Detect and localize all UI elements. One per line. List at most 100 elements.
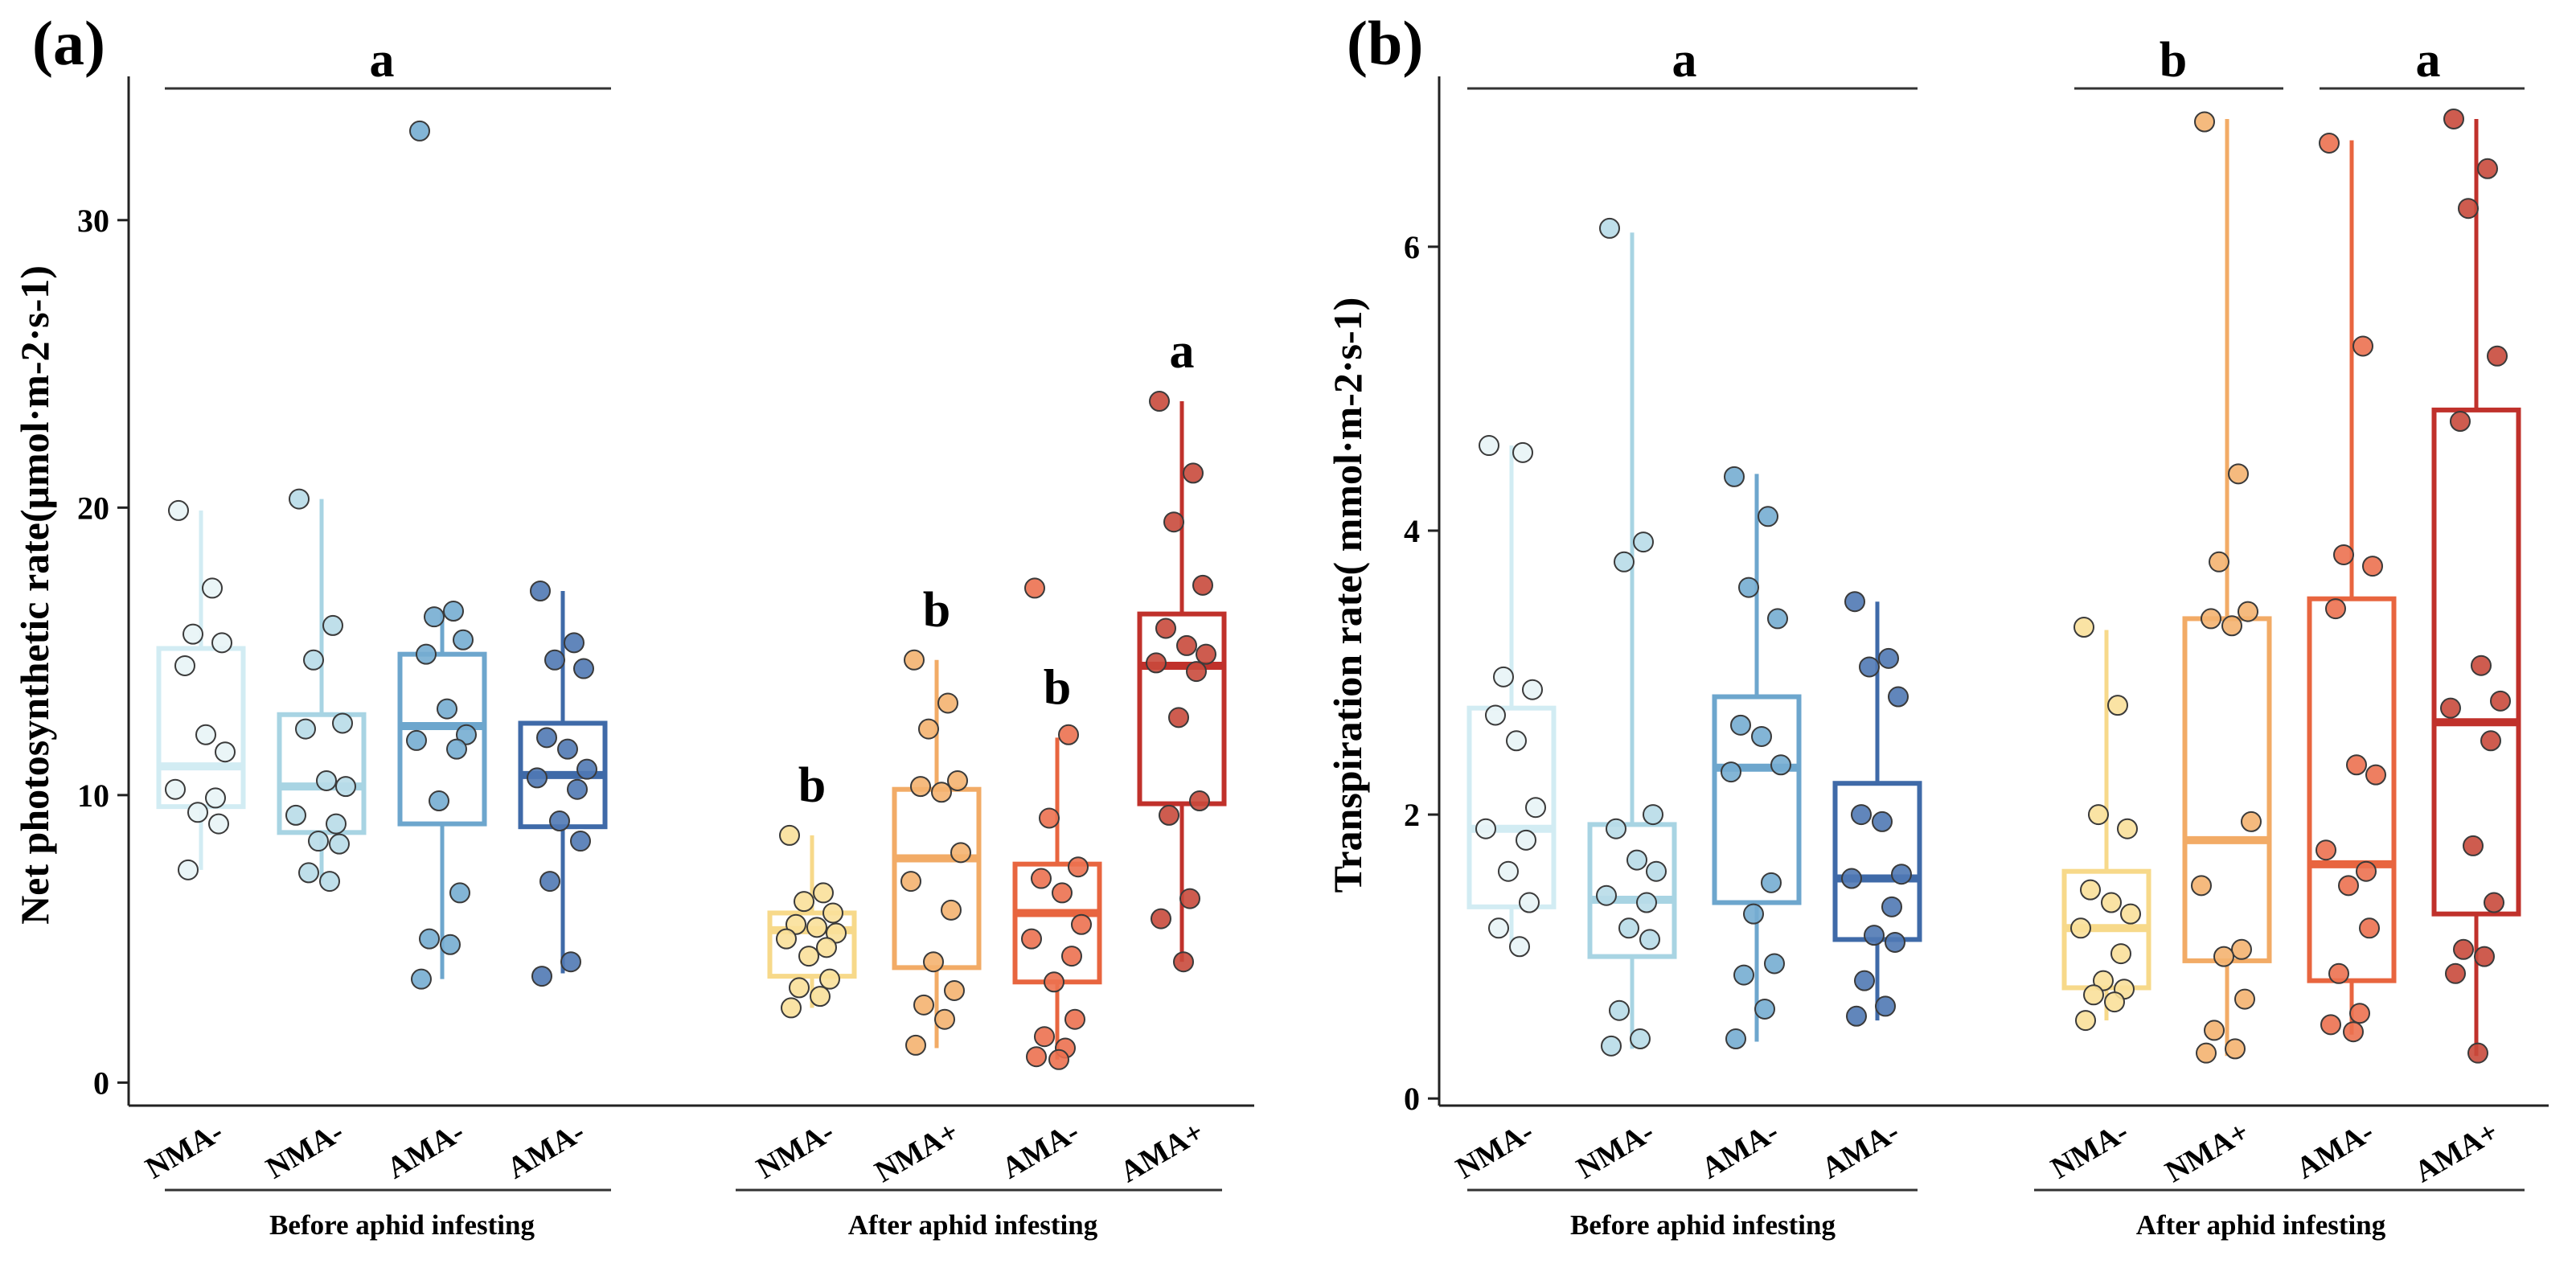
data-point <box>411 968 432 990</box>
data-point <box>1626 849 1647 871</box>
data-point <box>2093 970 2114 991</box>
data-point <box>308 831 329 852</box>
y-tick-label: 0 <box>1404 1081 1420 1117</box>
data-point <box>536 727 557 749</box>
data-point <box>1068 856 1089 878</box>
data-point <box>326 813 347 835</box>
data-point <box>2083 984 2104 1006</box>
data-point <box>440 934 461 955</box>
data-point <box>1026 1046 1047 1068</box>
data-point <box>215 741 236 763</box>
data-point <box>303 649 324 671</box>
data-point <box>816 937 837 958</box>
data-point <box>456 724 477 745</box>
group-letter-before: a <box>370 33 395 88</box>
data-point <box>453 629 474 650</box>
data-point <box>1485 704 1506 726</box>
data-point <box>549 811 570 832</box>
data-point <box>1064 1008 1085 1030</box>
data-point <box>1609 999 1630 1021</box>
data-point <box>910 776 931 798</box>
data-point <box>1639 929 1660 950</box>
data-point <box>539 871 560 893</box>
data-point <box>931 782 952 803</box>
box-series-amaminus: AMA- <box>502 581 608 1185</box>
data-point <box>2356 860 2377 882</box>
data-point <box>1885 931 1905 953</box>
data-point <box>1596 884 1617 906</box>
data-point <box>319 871 340 893</box>
data-point <box>530 581 551 601</box>
data-point <box>1525 797 1546 819</box>
data-point <box>2110 943 2131 965</box>
group-letter-ama: a <box>2416 33 2441 88</box>
data-point <box>2320 1014 2341 1036</box>
data-point <box>2107 695 2128 716</box>
data-point <box>1636 892 1657 913</box>
data-point <box>1761 872 1782 893</box>
data-point <box>446 738 467 760</box>
box-series-amaminus: AMA- <box>2291 132 2397 1185</box>
y-tick-label: 2 <box>1404 797 1420 833</box>
data-point <box>950 842 971 864</box>
data-point <box>1052 882 1073 904</box>
box-series-nmaminus: NMA- <box>1571 217 1677 1185</box>
x-tick-label: NMA+ <box>2160 1114 2254 1189</box>
data-point <box>1071 913 1092 935</box>
data-point <box>165 778 186 800</box>
data-point <box>2365 764 2386 786</box>
data-point <box>1168 707 1189 728</box>
data-point <box>2319 132 2340 154</box>
data-point <box>779 824 800 846</box>
x-tick-label: NMA- <box>751 1114 840 1185</box>
x-tick-label: AMA- <box>381 1114 470 1185</box>
x-tick-label: NMA- <box>1571 1114 1660 1185</box>
box-series-nmaminus: NMA-b <box>751 758 857 1185</box>
data-point <box>1721 761 1741 783</box>
data-point <box>567 778 588 800</box>
data-point <box>786 913 806 935</box>
data-point <box>195 724 216 745</box>
data-point <box>789 977 810 999</box>
data-point <box>1643 804 1663 826</box>
data-point <box>322 614 343 636</box>
data-point <box>2333 544 2354 565</box>
data-point <box>187 802 208 823</box>
group-label-before: Before aphid infesting <box>1570 1209 1836 1241</box>
data-point <box>2070 917 2091 939</box>
data-point <box>810 986 831 1008</box>
data-point <box>1844 591 1865 613</box>
data-point <box>1034 1026 1055 1048</box>
data-point <box>2120 903 2141 925</box>
data-point <box>2359 917 2380 939</box>
data-point <box>1733 964 1754 986</box>
data-point <box>527 767 548 789</box>
data-point <box>1021 928 1042 950</box>
data-point <box>416 643 437 665</box>
data-point <box>289 488 310 510</box>
box-series-amaplus: AMA+ a <box>1114 324 1227 1189</box>
y-tick-label: 6 <box>1404 229 1420 265</box>
data-point <box>2209 551 2229 572</box>
x-tick-label: AMA- <box>502 1114 591 1185</box>
data-point <box>2074 617 2094 638</box>
data-point <box>1601 1035 1622 1057</box>
data-point <box>2450 411 2471 433</box>
data-point <box>449 882 470 904</box>
x-tick-label: NMA- <box>140 1114 229 1185</box>
data-point <box>2101 892 2122 913</box>
data-point <box>923 951 944 973</box>
data-point <box>429 790 449 812</box>
data-point <box>904 649 925 671</box>
data-point <box>1878 647 1899 669</box>
data-point <box>424 606 445 628</box>
y-tick-label: 10 <box>77 778 109 814</box>
data-point <box>1151 908 1171 930</box>
data-point <box>1159 804 1179 826</box>
data-point <box>2201 608 2221 630</box>
box-series-nmaminus: NMA- <box>140 499 246 1185</box>
data-point <box>806 917 827 938</box>
data-point <box>2480 730 2501 752</box>
data-point <box>295 718 316 740</box>
